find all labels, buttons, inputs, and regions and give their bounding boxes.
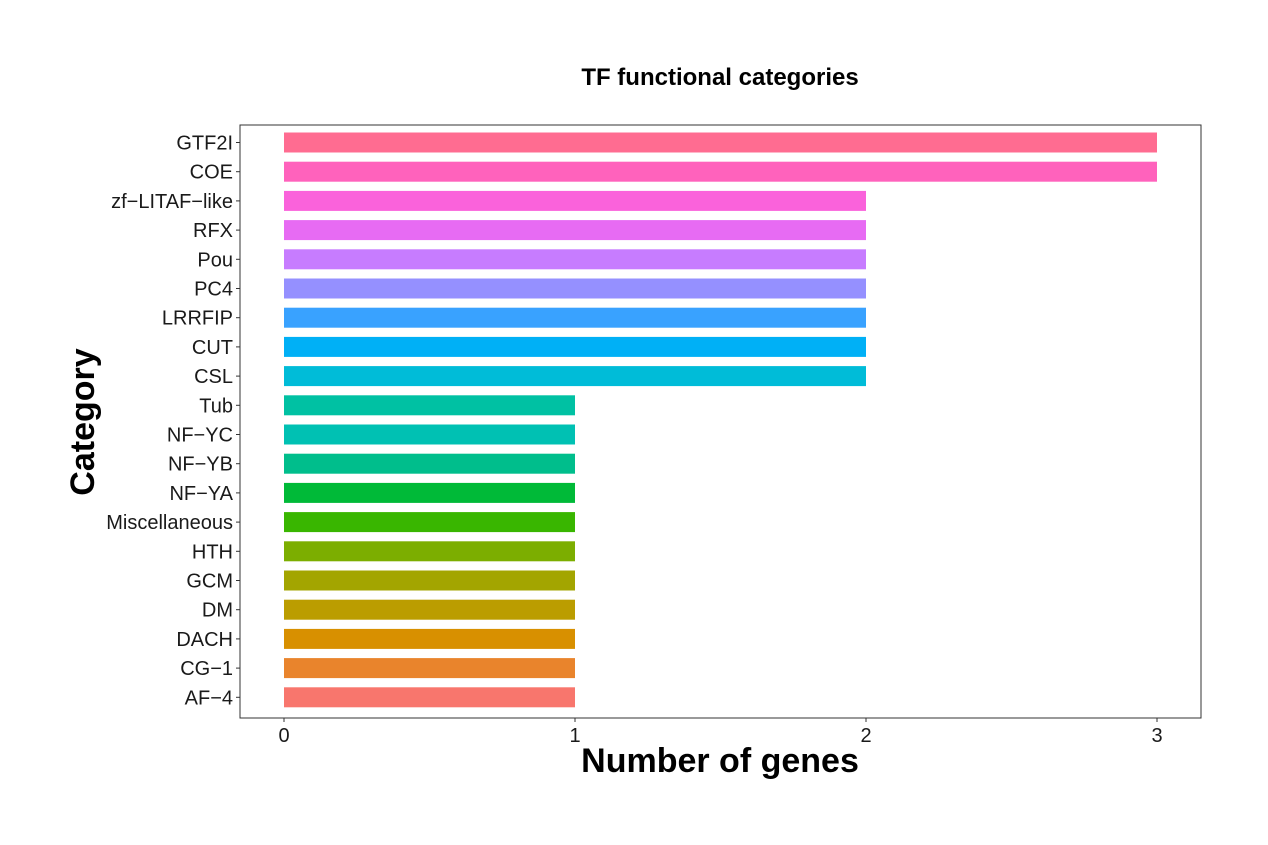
bar [284, 658, 575, 679]
x-axis: 0 1 2 3 [278, 718, 1163, 747]
x-tick-label: 2 [860, 725, 871, 747]
y-axis-title: Category [64, 348, 102, 495]
y-tick-label: NF−YA [169, 483, 233, 505]
bar [284, 190, 866, 211]
y-tick-label: GCM [186, 571, 233, 593]
bar [284, 307, 866, 328]
bar [284, 541, 575, 562]
y-tick-label: HTH [192, 541, 233, 563]
bar [284, 220, 866, 241]
y-tick-label: NF−YC [167, 425, 233, 447]
y-tick-label: CG−1 [180, 658, 233, 680]
x-axis-title: Number of genes [581, 742, 859, 780]
bars-layer [284, 132, 1157, 708]
y-tick-label: CSL [194, 366, 233, 388]
chart-title: TF functional categories [581, 64, 858, 91]
bar [284, 132, 1157, 153]
y-tick-label: AF−4 [185, 687, 233, 709]
y-tick-label: Pou [197, 249, 233, 271]
bar [284, 570, 575, 591]
bar [284, 395, 575, 416]
x-tick-label: 3 [1151, 725, 1162, 747]
y-tick-label: LRRFIP [162, 308, 233, 330]
y-tick-label: GTF2I [176, 133, 233, 155]
x-tick-label: 0 [278, 725, 289, 747]
bar [284, 366, 866, 387]
bar [284, 599, 575, 620]
bar [284, 453, 575, 474]
y-axis: GTF2I COE zf−LITAF−like RFX Pou PC4 LRRFIP CUT C… [106, 133, 240, 709]
bar [284, 161, 1157, 182]
bar [284, 512, 575, 533]
y-tick-label: CUT [192, 337, 233, 359]
y-tick-label: PC4 [194, 279, 233, 301]
bar [284, 424, 575, 445]
y-tick-label: NF−YB [168, 454, 233, 476]
y-tick-label: COE [190, 162, 233, 184]
y-tick-label: Tub [199, 395, 233, 417]
y-tick-label: DM [202, 600, 233, 622]
x-tick-label: 1 [569, 725, 580, 747]
y-tick-label: zf−LITAF−like [111, 191, 233, 213]
bar [284, 278, 866, 299]
bar [284, 628, 575, 649]
y-tick-label: Miscellaneous [106, 512, 233, 534]
bar [284, 687, 575, 708]
bar [284, 482, 575, 503]
bar [284, 249, 866, 270]
y-tick-label: DACH [176, 629, 233, 651]
bar [284, 336, 866, 357]
y-tick-label: RFX [193, 220, 233, 242]
